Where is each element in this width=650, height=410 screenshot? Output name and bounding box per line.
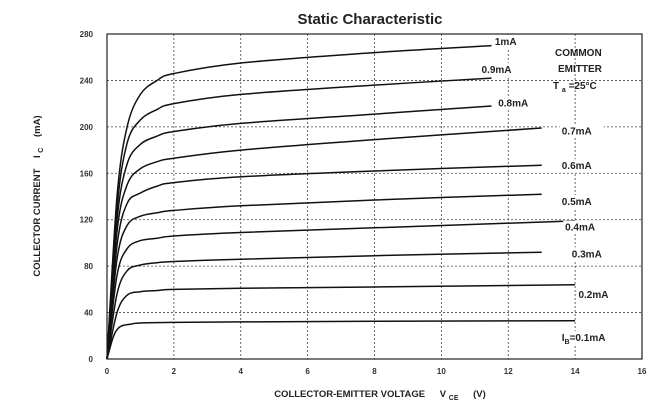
- y-axis-title: COLLECTOR CURRENT: [32, 168, 43, 276]
- chart-title: Static Characteristic: [297, 11, 442, 28]
- y-axis-subscript: C: [38, 148, 45, 153]
- series-line-0-6mA: [106, 164, 542, 360]
- y-axis-label: COLLECTOR CURRENT I C (mA): [32, 115, 46, 276]
- curves: [106, 44, 576, 360]
- y-tick-label: 80: [84, 262, 93, 271]
- x-tick-label: 6: [305, 367, 310, 376]
- series-label-bg: [496, 96, 541, 110]
- x-tick-label: 16: [638, 367, 647, 376]
- series-label-0-6mA: 0.6mA: [562, 161, 592, 172]
- grid: [107, 34, 642, 359]
- series-label-0-2mA: 0.2mA: [578, 290, 608, 301]
- x-tick-label: 14: [571, 367, 580, 376]
- y-tick-label: 280: [80, 30, 94, 39]
- series-line-0-5mA: [106, 193, 542, 360]
- series-label-0-3mA: 0.3mA: [572, 249, 602, 260]
- series-line-0-1mA: [106, 319, 576, 360]
- series-label-1mA: 1mA: [495, 37, 517, 48]
- series-label-0-1mA: IB=0.1mA: [562, 333, 606, 346]
- x-axis-label: COLLECTOR-EMITTER VOLTAGE V CE (V): [274, 389, 486, 403]
- y-tick-label: 40: [84, 309, 93, 318]
- x-tick-label: 0: [105, 367, 110, 376]
- series-label-bg: [492, 34, 537, 48]
- series-label-bg: [563, 220, 608, 234]
- x-axis-symbol: V: [440, 389, 447, 400]
- series-label-bg: [569, 247, 614, 261]
- note-temp-subscript: a: [562, 87, 566, 94]
- plot-frame: [106, 33, 643, 360]
- series-line-0-3mA: [106, 251, 542, 360]
- y-axis-symbol: I: [32, 155, 43, 158]
- series-label-bg: [576, 288, 621, 301]
- series-label-bg: [559, 159, 604, 173]
- series-line-1mA: [106, 44, 492, 360]
- y-tick-label: 160: [80, 169, 94, 178]
- note-line-2: EMITTER: [558, 64, 603, 75]
- svg-text:COLLECTOR CURRENT I: COLLECTOR CURRENT I C (mA): [32, 115, 46, 276]
- series-label-bg: [559, 124, 604, 138]
- x-tick-label: 10: [437, 367, 446, 376]
- note-temp-value: =25°C: [569, 81, 597, 92]
- x-tick-label: 8: [372, 367, 377, 376]
- x-axis-title: COLLECTOR-EMITTER VOLTAGE: [274, 389, 425, 400]
- note-temp-symbol: T: [553, 81, 559, 92]
- x-tick-label: 4: [239, 367, 244, 376]
- note-line-3: T a =25°C: [553, 81, 597, 95]
- y-tick-label: 120: [80, 216, 94, 225]
- x-axis-unit: (V): [473, 389, 486, 400]
- x-tick-label: 2: [172, 367, 177, 376]
- common-emitter-note: COMMON EMITTER T a =25°C: [553, 48, 603, 95]
- y-tick-label: 0: [89, 355, 94, 364]
- curve-labels: 1mA 0.9mA 0.8mA 0.7mA 0.6mA 0.5mA 0.4mA 0.3mA 0.…: [479, 34, 622, 346]
- series-label-0-9mA: 0.9mA: [482, 65, 512, 76]
- y-tick-label: 240: [80, 76, 94, 85]
- series-label-0-7mA: 0.7mA: [562, 126, 592, 137]
- series-label-bg: [559, 330, 622, 344]
- series-label-0-8mA: 0.8mA: [498, 98, 528, 109]
- series-line-0-4mA: [106, 220, 576, 360]
- series-label-0-5mA: 0.5mA: [562, 197, 592, 208]
- note-line-1: COMMON: [555, 48, 602, 59]
- series-line-0-2mA: [106, 283, 576, 360]
- series-line-0-8mA: [106, 105, 492, 360]
- y-axis-unit: (mA): [32, 115, 43, 137]
- series-label-bg: [559, 195, 604, 209]
- series-line-0-9mA: [106, 77, 492, 360]
- y-tick-label: 200: [80, 123, 94, 132]
- x-tick-label: 12: [504, 367, 513, 376]
- x-axis-subscript: CE: [449, 395, 459, 402]
- series-label-0-4mA: 0.4mA: [565, 223, 595, 234]
- series-line-0-7mA: [106, 127, 542, 360]
- series-label-bg: [479, 62, 524, 76]
